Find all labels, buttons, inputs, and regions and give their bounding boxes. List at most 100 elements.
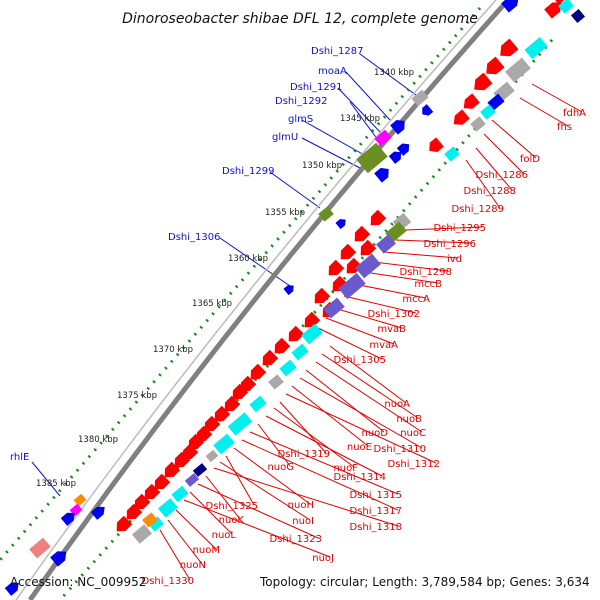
gene-block bbox=[192, 463, 208, 477]
gene-label: nuoI bbox=[292, 516, 314, 527]
gene-label: nuoA bbox=[384, 399, 410, 410]
gene-block bbox=[338, 272, 366, 300]
gene-block bbox=[142, 512, 158, 528]
leader-line bbox=[31, 461, 61, 497]
gene-arrow bbox=[544, 2, 562, 19]
gene-label: Dshi_1306 bbox=[168, 232, 220, 243]
tick-label: 1355 kbp bbox=[265, 208, 305, 218]
tick-label: 1360 kbp bbox=[228, 254, 268, 264]
gene-arrow bbox=[360, 239, 377, 256]
gene-arrow bbox=[304, 311, 321, 328]
gene-arrow bbox=[144, 483, 161, 500]
gene-label: ivd bbox=[447, 254, 462, 265]
gene-label: Dshi_1323 bbox=[270, 534, 322, 545]
tick-label: 1380 kbp bbox=[78, 435, 118, 445]
leader-line bbox=[167, 519, 203, 565]
gene-arrow bbox=[116, 515, 133, 532]
gene-arrow bbox=[154, 473, 171, 490]
gene-arrow bbox=[196, 425, 213, 442]
genome-summary-text: Topology: circular; Length: 3,789,584 bp… bbox=[259, 575, 590, 589]
leader-line bbox=[329, 345, 407, 404]
gene-arrow bbox=[396, 143, 410, 156]
gene-block bbox=[323, 297, 345, 319]
gene-block bbox=[470, 116, 486, 132]
tick-label: 1385 kbp bbox=[36, 479, 76, 489]
gene-label: moaA bbox=[318, 66, 347, 77]
gene-block bbox=[268, 374, 284, 390]
gene-arrow bbox=[182, 443, 199, 460]
gene-block bbox=[487, 93, 505, 111]
gene-arrow bbox=[388, 151, 402, 164]
gene-label: mvaB bbox=[377, 324, 406, 335]
gene-arrow bbox=[500, 38, 519, 57]
gene-arrow bbox=[126, 503, 143, 520]
gene-block bbox=[291, 343, 309, 361]
leader-line bbox=[373, 261, 449, 272]
gene-block bbox=[376, 234, 396, 254]
gene-label: nuoE bbox=[347, 442, 372, 453]
leader-line bbox=[349, 101, 379, 141]
gene-block bbox=[249, 395, 267, 413]
leader-line bbox=[483, 133, 525, 175]
backbone-ring bbox=[15, 0, 510, 600]
gene-label: Dshi_1299 bbox=[222, 166, 274, 177]
gene-label: Dshi_1298 bbox=[400, 267, 452, 278]
gene-block bbox=[227, 412, 253, 436]
gene-arrow bbox=[429, 137, 444, 152]
gene-arrow bbox=[486, 56, 505, 75]
gene-arrow bbox=[453, 109, 470, 125]
leader-line bbox=[345, 71, 391, 121]
leader-line bbox=[305, 369, 385, 433]
leader-line bbox=[291, 385, 369, 447]
gene-arrow bbox=[134, 493, 151, 510]
gene-arrow bbox=[370, 209, 387, 226]
gene-label: nuoH bbox=[288, 500, 314, 511]
leader-line bbox=[265, 415, 383, 477]
tick-label: 1370 kbp bbox=[153, 345, 193, 355]
leader-line bbox=[317, 327, 383, 360]
gene-arrow bbox=[240, 375, 257, 392]
gene-arrow bbox=[328, 259, 345, 276]
leader-line bbox=[337, 87, 383, 135]
gene-block bbox=[558, 0, 574, 14]
gene-label: nuoK bbox=[219, 515, 245, 526]
gene-label: nuoG bbox=[267, 462, 294, 473]
leader-line bbox=[175, 509, 217, 550]
leader-line bbox=[531, 83, 583, 113]
gene-label: Dshi_1295 bbox=[434, 223, 486, 234]
gene-arrow bbox=[214, 405, 231, 422]
leader-line bbox=[315, 361, 423, 433]
leader-line bbox=[183, 499, 331, 558]
map-title: Dinoroseobacter shibae DFL 12, complete … bbox=[122, 11, 478, 27]
gene-block bbox=[444, 146, 460, 162]
gene-label: Dshi_1315 bbox=[350, 490, 402, 501]
gene-label: Dshi_1289 bbox=[452, 204, 504, 215]
leader-line bbox=[491, 119, 537, 159]
backbone-line bbox=[27, 0, 510, 600]
leader-line bbox=[273, 407, 355, 468]
gene-label: rhlE bbox=[10, 452, 29, 463]
tick-dot-ring bbox=[0, 7, 482, 561]
leader-line bbox=[301, 119, 367, 157]
gene-block bbox=[279, 359, 297, 377]
leader-line bbox=[279, 401, 327, 454]
gene-label: Dshi_1296 bbox=[424, 239, 476, 250]
gene-block bbox=[505, 57, 531, 83]
gene-arrow bbox=[501, 0, 519, 13]
leader-line bbox=[383, 251, 459, 259]
gene-arrow bbox=[314, 287, 331, 304]
gene-label: Dshi_1287 bbox=[311, 46, 363, 57]
gene-block bbox=[73, 493, 87, 507]
gene-arrow bbox=[224, 395, 241, 412]
gene-label: nuoF bbox=[333, 463, 358, 474]
leader-line bbox=[519, 97, 569, 127]
gene-arrow bbox=[374, 168, 389, 183]
gene-label: glmS bbox=[288, 114, 313, 125]
backbone-inner-line bbox=[15, 0, 497, 600]
gene-label: Dshi_1319 bbox=[278, 449, 330, 460]
tick-label: 1375 kbp bbox=[117, 391, 157, 401]
gene-label: mvaA bbox=[369, 340, 398, 351]
gene-block bbox=[570, 8, 586, 24]
leader-line bbox=[269, 171, 321, 209]
